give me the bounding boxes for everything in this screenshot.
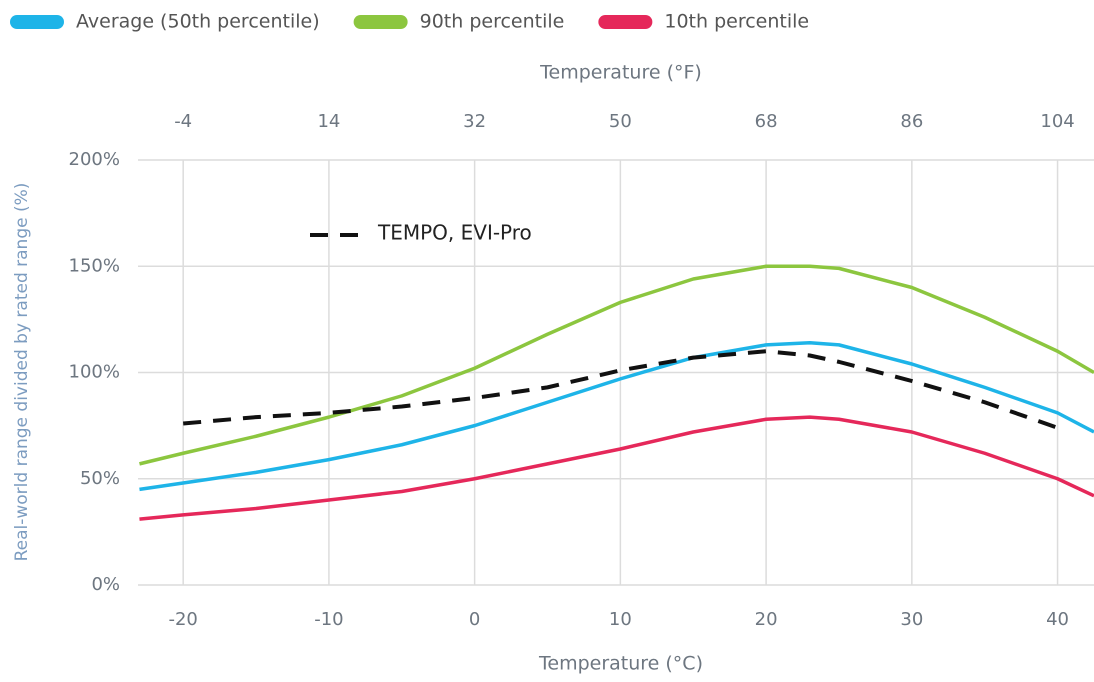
x2-tick-label: 14: [317, 111, 340, 132]
series-line: [139, 264, 1094, 466]
legend-label: TEMPO, EVI-Pro: [377, 221, 532, 245]
legend-label: 90th percentile: [420, 11, 565, 33]
series-line: [139, 341, 1094, 492]
legend-swatch: [598, 15, 653, 29]
series-line: [183, 349, 1059, 430]
x2-tick-label: 104: [1040, 111, 1074, 132]
x-tick-label: 30: [900, 609, 923, 630]
legend-label: 10th percentile: [664, 11, 809, 33]
x-tick-label: -20: [168, 609, 197, 630]
x-axis-title: Temperature (°C): [538, 653, 703, 675]
x-tick-label: 0: [469, 609, 480, 630]
y-tick-label: 150%: [69, 255, 120, 276]
x-tick-label: 20: [755, 609, 778, 630]
x2-tick-label: 50: [609, 111, 632, 132]
x2-axis-title: Temperature (°F): [539, 62, 702, 84]
x-tick-label: 40: [1046, 609, 1069, 630]
series-line: [139, 415, 1094, 521]
legend-swatch: [10, 15, 64, 29]
y-tick-label: 0%: [91, 574, 120, 595]
x2-tick-label: 68: [755, 111, 778, 132]
y-tick-label: 50%: [80, 468, 120, 489]
x2-tick-label: 86: [900, 111, 923, 132]
y-axis-title: Real-world range divided by rated range …: [12, 183, 32, 562]
x-tick-label: 10: [609, 609, 632, 630]
legend-label: Average (50th percentile): [76, 11, 320, 33]
y-tick-label: 200%: [69, 149, 120, 170]
x-tick-label: -10: [314, 609, 343, 630]
x2-tick-label: -4: [174, 111, 192, 132]
y-tick-label: 100%: [69, 362, 120, 383]
legend-swatch: [353, 15, 408, 29]
x2-tick-label: 32: [463, 111, 486, 132]
